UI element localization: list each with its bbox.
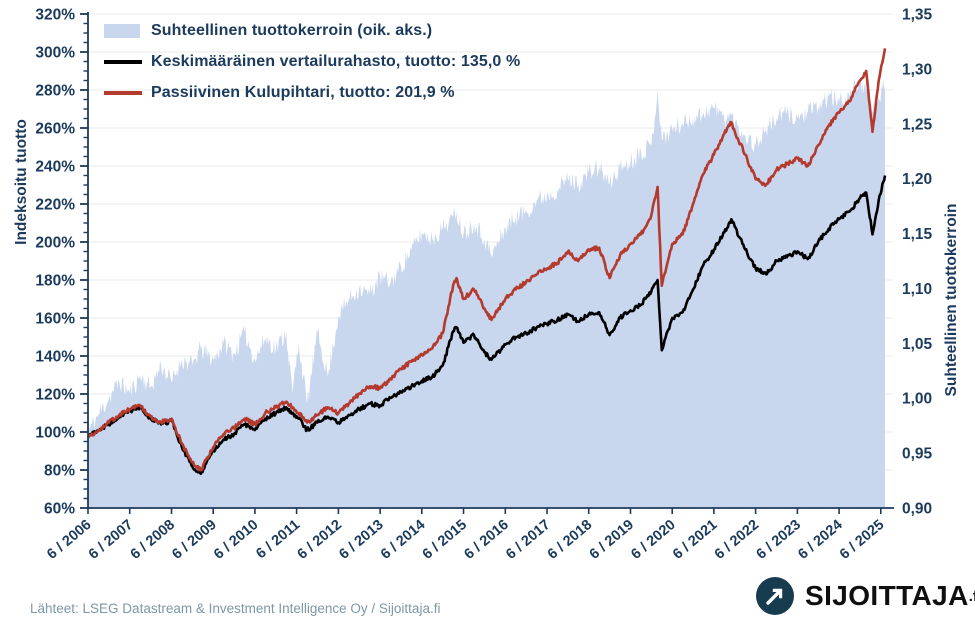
black-line-swatch-icon: [104, 59, 142, 64]
svg-text:320%: 320%: [35, 7, 75, 24]
svg-text:280%: 280%: [35, 83, 75, 100]
svg-text:6 / 2011: 6 / 2011: [253, 517, 303, 562]
area-swatch-icon: [104, 23, 140, 38]
svg-text:0,95: 0,95: [902, 446, 933, 463]
svg-text:240%: 240%: [35, 159, 75, 176]
svg-text:1,30: 1,30: [902, 61, 932, 78]
svg-text:120%: 120%: [35, 387, 75, 404]
svg-text:6 / 2023: 6 / 2023: [754, 517, 804, 563]
logo-text: SIJOITTAJA: [805, 580, 969, 611]
svg-text:1,25: 1,25: [902, 116, 933, 133]
svg-text:260%: 260%: [35, 121, 75, 138]
svg-text:0,90: 0,90: [902, 501, 932, 518]
svg-text:6 / 2015: 6 / 2015: [420, 517, 470, 563]
legend-item-passive-fund: Passiivinen Kulupihtari, tuotto: 201,9 %: [104, 77, 520, 108]
svg-text:160%: 160%: [35, 311, 75, 328]
svg-text:6 / 2014: 6 / 2014: [378, 517, 428, 563]
legend-label: Keskimääräinen vertailurahasto, tuotto: …: [151, 52, 521, 70]
svg-text:100%: 100%: [35, 425, 75, 442]
svg-text:80%: 80%: [44, 463, 75, 480]
svg-text:6 / 2008: 6 / 2008: [128, 517, 178, 563]
svg-text:1,15: 1,15: [902, 226, 933, 243]
svg-text:1,05: 1,05: [902, 336, 933, 353]
svg-text:1,20: 1,20: [902, 171, 932, 188]
left-axis-title: Indeksoitu tuotto: [13, 119, 30, 245]
svg-text:6 / 2021: 6 / 2021: [670, 517, 720, 563]
legend-label: Passiivinen Kulupihtari, tuotto: 201,9 %: [151, 83, 455, 101]
svg-text:6 / 2025: 6 / 2025: [837, 517, 887, 563]
svg-text:6 / 2017: 6 / 2017: [503, 517, 553, 563]
legend-label: Suhteellinen tuottokerroin (oik. aks.): [151, 21, 433, 39]
svg-text:1,00: 1,00: [902, 391, 932, 408]
svg-text:6 / 2022: 6 / 2022: [712, 517, 762, 563]
svg-text:6 / 2013: 6 / 2013: [336, 517, 386, 563]
svg-text:180%: 180%: [35, 273, 75, 290]
svg-text:300%: 300%: [35, 45, 75, 62]
svg-text:140%: 140%: [35, 349, 75, 366]
svg-text:220%: 220%: [35, 197, 75, 214]
arrow-up-right-circle-icon: [756, 577, 794, 615]
svg-text:1,10: 1,10: [902, 281, 932, 298]
svg-text:6 / 2006: 6 / 2006: [44, 517, 94, 563]
red-line-swatch-icon: [104, 90, 142, 95]
chart-legend: Suhteellinen tuottokerroin (oik. aks.) K…: [104, 15, 520, 108]
legend-item-relative-factor: Suhteellinen tuottokerroin (oik. aks.): [104, 15, 520, 46]
sijoittaja-logo: SIJOITTAJA.fi: [754, 575, 975, 617]
svg-text:6 / 2020: 6 / 2020: [628, 517, 678, 563]
svg-text:6 / 2010: 6 / 2010: [211, 517, 261, 563]
svg-text:6 / 2018: 6 / 2018: [545, 517, 595, 563]
svg-text:6 / 2024: 6 / 2024: [795, 517, 845, 563]
legend-item-benchmark-fund: Keskimääräinen vertailurahasto, tuotto: …: [104, 46, 520, 77]
svg-text:6 / 2009: 6 / 2009: [169, 517, 219, 563]
source-note: Lähteet: LSEG Datastream & Investment In…: [30, 601, 441, 616]
svg-text:60%: 60%: [44, 501, 75, 518]
right-axis-title: Suhteellinen tuottokerroin: [943, 203, 960, 397]
logo-suffix: .fi: [968, 587, 975, 605]
svg-text:1,35: 1,35: [902, 7, 933, 24]
svg-text:6 / 2016: 6 / 2016: [461, 517, 511, 563]
svg-text:200%: 200%: [35, 235, 75, 252]
svg-text:6 / 2012: 6 / 2012: [295, 517, 345, 563]
svg-text:6 / 2007: 6 / 2007: [86, 517, 136, 563]
svg-text:6 / 2019: 6 / 2019: [587, 517, 637, 563]
